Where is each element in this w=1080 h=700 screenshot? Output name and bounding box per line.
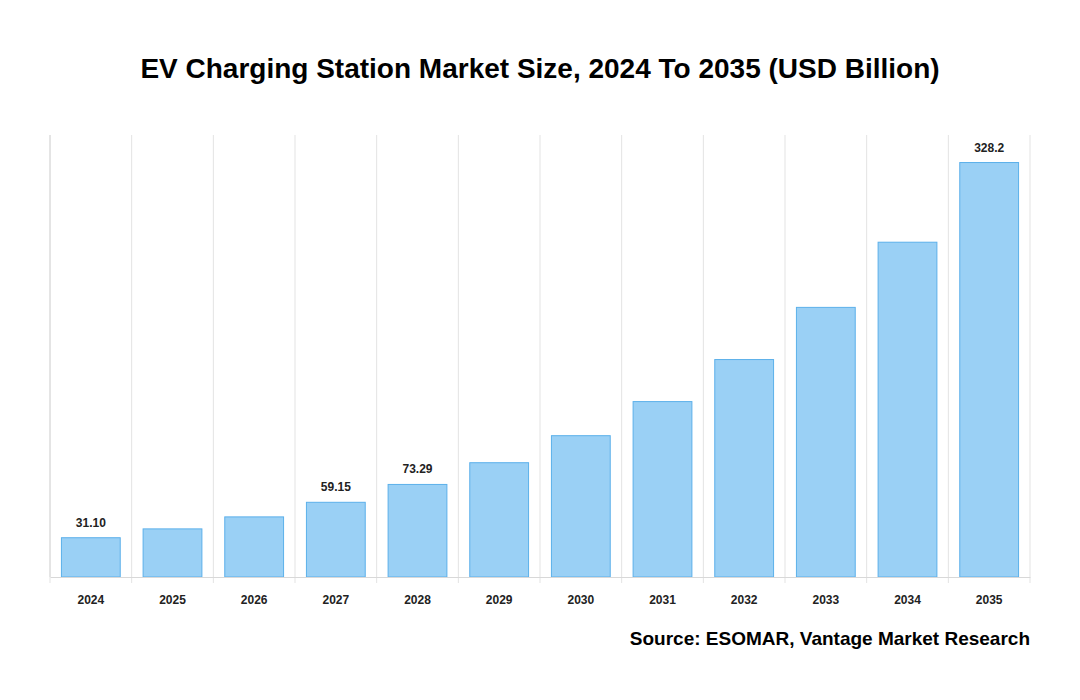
data-label: 59.15	[321, 480, 351, 494]
grid-line	[295, 135, 296, 583]
y-axis-line	[50, 135, 51, 577]
x-tick-label: 2026	[241, 593, 268, 607]
x-tick: 2028	[404, 593, 431, 607]
x-tick: 2029	[486, 593, 513, 607]
x-tick-label: 2025	[159, 593, 186, 607]
grid-line	[1030, 135, 1031, 583]
grid-line	[948, 135, 949, 583]
bar	[61, 538, 120, 577]
grid	[50, 135, 1030, 583]
bar	[225, 517, 284, 577]
x-tick-label: 2024	[77, 593, 104, 607]
grid-line	[785, 135, 786, 583]
x-tick-label: 2034	[894, 593, 921, 607]
grid-line	[213, 135, 214, 583]
bar	[715, 360, 774, 577]
x-tick: 2034	[894, 593, 921, 607]
bar	[796, 307, 855, 577]
x-axis: 2024 2025 2026 2027 2028 2029 2030 2031 2032 2033…	[51, 578, 1031, 607]
x-tick: 2031	[649, 593, 676, 607]
data-label: 31.10	[76, 516, 106, 530]
title: EV Charging Station Market Size, 2024 To…	[140, 53, 939, 84]
x-tick-label: 2030	[567, 593, 594, 607]
grid-line	[703, 135, 704, 583]
x-tick: 2024	[77, 593, 104, 607]
bar	[551, 436, 610, 577]
x-axis-line	[51, 577, 1031, 578]
grid-line	[621, 135, 622, 583]
grid-line	[131, 135, 132, 583]
x-tick-label: 2031	[649, 593, 676, 607]
data-label: 73.29	[402, 462, 432, 476]
x-tick: 2033	[812, 593, 839, 607]
source: Source: ESOMAR, Vantage Market Research	[630, 628, 1030, 649]
plot: 2024 2025 2026 2027 2028 2029 2030 2031 2032 2033…	[50, 135, 1031, 607]
bar	[633, 402, 692, 577]
x-tick: 2032	[731, 593, 758, 607]
bar	[960, 163, 1019, 577]
bar	[306, 502, 365, 577]
data-label: 328.2	[974, 141, 1004, 155]
bars	[61, 163, 1018, 577]
x-tick: 2030	[567, 593, 594, 607]
grid-line	[540, 135, 541, 583]
grid-line	[376, 135, 377, 583]
x-tick-label: 2027	[322, 593, 349, 607]
bar	[470, 463, 529, 577]
grid-line	[50, 135, 51, 583]
x-tick: 2025	[159, 593, 186, 607]
data-labels: 31.10 59.15 73.29 328.2	[76, 141, 1005, 530]
grid-line	[458, 135, 459, 583]
grid-line	[866, 135, 867, 583]
x-tick: 2027	[322, 593, 349, 607]
bar	[388, 484, 447, 577]
bar	[143, 529, 202, 577]
x-tick: 2026	[241, 593, 268, 607]
x-tick: 2035	[976, 593, 1003, 607]
x-tick-label: 2032	[731, 593, 758, 607]
chart: EV Charging Station Market Size, 2024 To…	[0, 0, 1080, 700]
x-tick-label: 2028	[404, 593, 431, 607]
x-tick-label: 2033	[812, 593, 839, 607]
bar	[878, 242, 937, 577]
x-tick-label: 2035	[976, 593, 1003, 607]
x-tick-label: 2029	[486, 593, 513, 607]
